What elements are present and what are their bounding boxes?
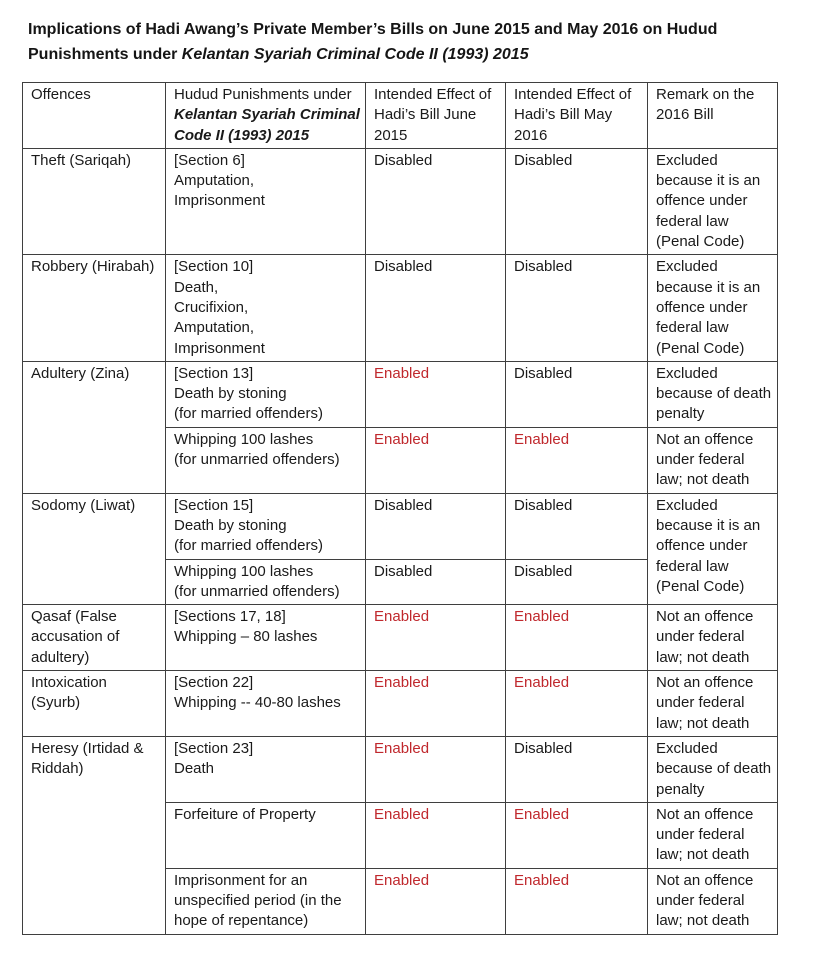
cell-adultery-married-effect_june: Enabled	[365, 360, 506, 428]
cell-qasaf-remark: Not an offence under federal law; not de…	[647, 604, 778, 672]
table-row-qasaf: Qasaf (False accusation of adultery) [Sec…	[22, 604, 778, 672]
cell-heresy-forfeiture-punishment: Forfeiture of Property	[165, 801, 366, 869]
cell-sodomy-married-remark: Excluded because it is an offence under …	[647, 492, 778, 606]
hudud-table: Offences Hudud Punishments under Kelanta…	[22, 82, 778, 935]
header-cell-offences: Offences	[22, 82, 166, 149]
cell-heresy-imprisonment-effect_may: Enabled	[505, 867, 648, 935]
cell-heresy-imprisonment-effect_june: Enabled	[365, 867, 506, 935]
title-line-1: Implications of Hadi Awang’s Private Mem…	[28, 21, 718, 38]
cell-adultery-unmarried-effect_may: Enabled	[505, 426, 648, 494]
cell-heresy-imprisonment-punishment: Imprisonment for an unspecified period (…	[165, 867, 366, 935]
header-cell-remark: Remark on the 2016 Bill	[647, 82, 778, 149]
cell-heresy-death-punishment: [Section 23] Death	[165, 735, 366, 803]
table-row-heresy-death: Heresy (Irtidad & Riddah) [Section 23] De…	[22, 735, 778, 935]
cell-heresy-death-effect_june: Enabled	[365, 735, 506, 803]
table-header-row: Offences Hudud Punishments under Kelanta…	[22, 82, 778, 149]
cell-sodomy-married-effect_june: Disabled	[365, 492, 506, 560]
cell-qasaf-punishment: [Sections 17, 18] Whipping – 80 lashes	[165, 604, 366, 672]
cell-adultery-unmarried-punishment: Whipping 100 lashes (for unmarried offen…	[165, 426, 366, 494]
cell-adultery-unmarried-effect_june: Enabled	[365, 426, 506, 494]
cell-theft-effect_may: Disabled	[505, 147, 648, 256]
cell-sodomy-married-punishment: [Section 15] Death by stoning (for marri…	[165, 492, 366, 560]
title-line-2-regular: Punishments under	[28, 46, 182, 63]
table-row-heresy-imprisonment: Imprisonment for an unspecified period (…	[23, 867, 778, 935]
cell-adultery-married-offence: Adultery (Zina)	[22, 360, 166, 494]
cell-heresy-forfeiture-effect_june: Enabled	[365, 801, 506, 869]
cell-theft-remark: Excluded because it is an offence under …	[647, 147, 778, 256]
cell-qasaf-effect_may: Enabled	[505, 604, 648, 672]
cell-intoxication-remark: Not an offence under federal law; not de…	[647, 670, 778, 737]
cell-theft-offence: Theft (Sariqah)	[22, 147, 166, 256]
cell-robbery-effect_june: Disabled	[365, 254, 506, 362]
header-cell-punishments: Hudud Punishments under Kelantan Syariah…	[165, 82, 366, 149]
cell-robbery-punishment: [Section 10] Death, Crucifixion, Amputat…	[165, 254, 366, 362]
cell-sodomy-unmarried-effect_june: Disabled	[365, 558, 506, 606]
cell-heresy-death-offence: Heresy (Irtidad & Riddah)	[22, 735, 166, 935]
cell-heresy-death-effect_may: Disabled	[505, 735, 648, 803]
cell-intoxication-punishment: [Section 22] Whipping -- 40-80 lashes	[165, 670, 366, 737]
table-body: Theft (Sariqah) [Section 6] Amputation, I…	[22, 147, 778, 935]
table-row-heresy-forfeiture: Forfeiture of Property Enabled Enabled Not …	[23, 801, 778, 869]
header-punishments-italic: Kelantan Syariah Criminal Code II (1993)…	[174, 106, 360, 144]
table-row-adultery-married: Adultery (Zina) [Section 13] Death by sto…	[22, 360, 778, 494]
cell-robbery-remark: Excluded because it is an offence under …	[647, 254, 778, 362]
cell-theft-punishment: [Section 6] Amputation, Imprisonment	[165, 147, 366, 256]
cell-intoxication-effect_june: Enabled	[365, 670, 506, 737]
cell-theft-effect_june: Disabled	[365, 147, 506, 256]
cell-heresy-forfeiture-remark: Not an offence under federal law; not de…	[647, 801, 778, 869]
cell-adultery-married-effect_may: Disabled	[505, 360, 648, 428]
cell-intoxication-effect_may: Enabled	[505, 670, 648, 737]
cell-robbery-offence: Robbery (Hirabah)	[22, 254, 166, 362]
cell-adultery-married-punishment: [Section 13] Death by stoning (for marri…	[165, 360, 366, 428]
table-row-robbery: Robbery (Hirabah) [Section 10] Death, Cru…	[22, 254, 778, 362]
cell-sodomy-married-offence: Sodomy (Liwat)	[22, 492, 166, 606]
table-row-intoxication: Intoxication (Syurb) [Section 22] Whippin…	[22, 670, 778, 737]
table-row-adultery-unmarried: Whipping 100 lashes (for unmarried offen…	[23, 426, 778, 494]
page-title: Implications of Hadi Awang’s Private Mem…	[28, 17, 786, 67]
cell-heresy-imprisonment-remark: Not an offence under federal law; not de…	[647, 867, 778, 935]
document-page: Implications of Hadi Awang’s Private Mem…	[22, 17, 786, 935]
cell-intoxication-offence: Intoxication (Syurb)	[22, 670, 166, 737]
cell-heresy-forfeiture-effect_may: Enabled	[505, 801, 648, 869]
cell-adultery-unmarried-remark: Not an offence under federal law; not de…	[647, 426, 778, 494]
cell-robbery-effect_may: Disabled	[505, 254, 648, 362]
header-punishments-regular: Hudud Punishments under	[174, 86, 352, 103]
cell-qasaf-effect_june: Enabled	[365, 604, 506, 672]
cell-sodomy-unmarried-punishment: Whipping 100 lashes (for unmarried offen…	[165, 558, 366, 606]
table-row-sodomy-married: Sodomy (Liwat) [Section 15] Death by ston…	[22, 492, 778, 606]
cell-qasaf-offence: Qasaf (False accusation of adultery)	[22, 604, 166, 672]
cell-heresy-death-remark: Excluded because of death penalty	[647, 735, 778, 803]
cell-sodomy-married-effect_may: Disabled	[505, 492, 648, 560]
header-cell-effect-june: Intended Effect of Hadi’s Bill June 2015	[365, 82, 506, 149]
cell-adultery-married-remark: Excluded because of death penalty	[647, 360, 778, 428]
title-line-2-italic: Kelantan Syariah Criminal Code II (1993)…	[181, 46, 529, 63]
cell-sodomy-unmarried-effect_may: Disabled	[505, 558, 648, 606]
table-row-theft: Theft (Sariqah) [Section 6] Amputation, I…	[22, 147, 778, 256]
header-cell-effect-may: Intended Effect of Hadi’s Bill May 2016	[505, 82, 648, 149]
